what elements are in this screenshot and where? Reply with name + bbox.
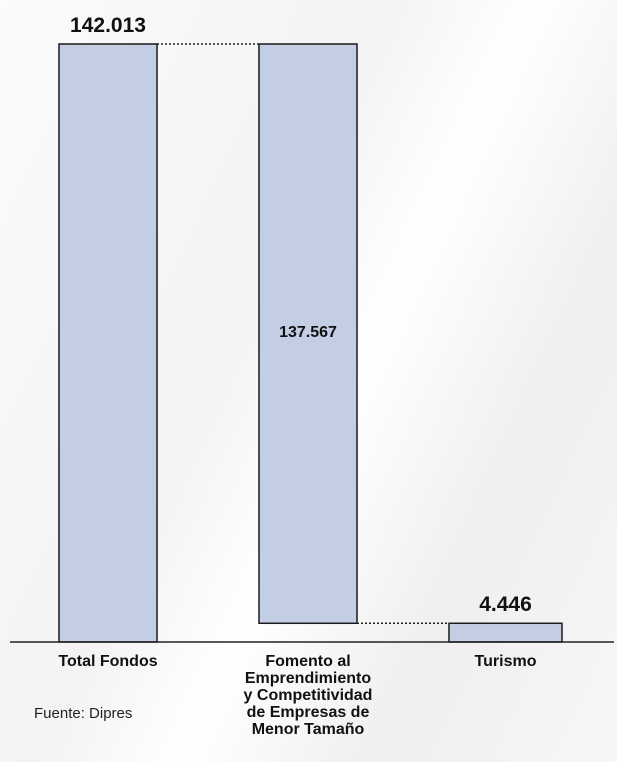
data-label-3: 4.446	[479, 593, 532, 617]
category-label-1: Total Fondos	[58, 653, 157, 670]
category-label-2: Fomento al Emprendimiento y Competitividad…	[244, 653, 373, 738]
bar-2	[258, 43, 358, 625]
source-note: Fuente: Dipres	[34, 705, 133, 722]
bar-1	[58, 43, 158, 643]
data-label-1: 142.013	[70, 14, 146, 37]
category-label-line: Turismo	[474, 653, 537, 670]
category-label-3: Turismo	[475, 653, 537, 670]
data-label-2: 137.567	[279, 323, 337, 341]
category-label-line: Emprendimiento	[244, 670, 372, 687]
category-label-line: Fomento al	[265, 653, 351, 670]
category-label-line: Total Fondos	[58, 653, 158, 670]
category-label-line: y Competitividad	[243, 687, 373, 704]
category-label-line: de Empresas de	[246, 704, 370, 721]
category-label-line: Menor Tamaño	[251, 721, 365, 738]
bar-3	[448, 622, 563, 643]
